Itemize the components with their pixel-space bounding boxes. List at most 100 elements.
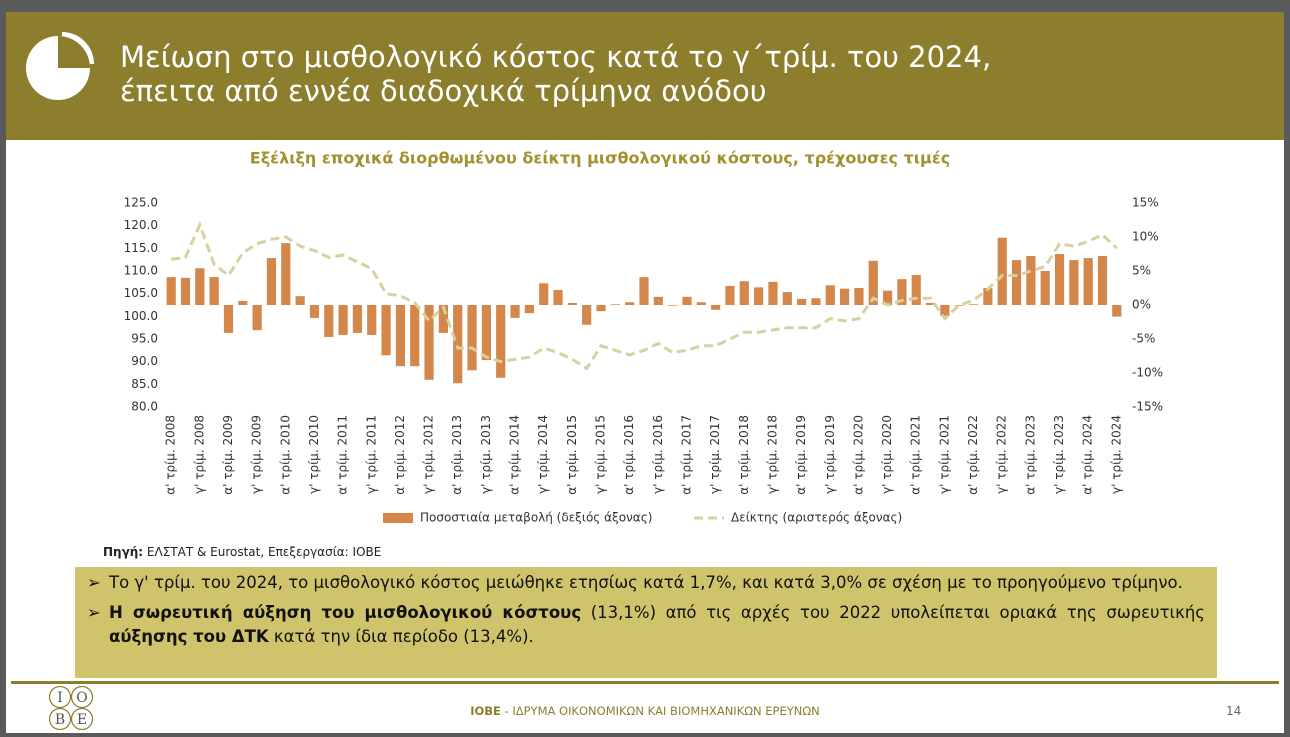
bar <box>725 285 735 305</box>
bar <box>596 305 606 312</box>
bar <box>782 292 792 305</box>
bar <box>338 305 348 335</box>
bar <box>266 258 277 305</box>
x-tick-label: α' τρίμ. 2020 <box>851 415 865 495</box>
footer-rule <box>11 681 1279 684</box>
bar <box>983 288 993 305</box>
bar <box>223 305 234 333</box>
logo-ring <box>70 686 94 709</box>
x-tick-label: γ' τρίμ. 2018 <box>765 415 779 494</box>
x-tick-label: α' τρίμ. 2017 <box>679 415 693 495</box>
bullet: ➢ Η σωρευτική αύξηση του μισθολογικού κόσ… <box>87 601 1205 649</box>
bar <box>968 304 979 305</box>
bar <box>811 298 821 305</box>
logo-ring <box>48 686 72 709</box>
bullet-text: Η σωρευτική αύξηση του μισθολογικού κόστ… <box>109 603 582 622</box>
line <box>171 220 1118 371</box>
x-tick-label: γ' τρίμ. 2009 <box>250 415 264 494</box>
bar <box>754 287 764 305</box>
x-tick-label: α' τρίμ. 2014 <box>508 415 522 495</box>
bar <box>610 304 620 305</box>
x-tick-label: γ' τρίμ. 2022 <box>995 415 1009 494</box>
bar <box>582 305 592 325</box>
x-tick-label: γ' τρίμ. 2011 <box>364 415 378 494</box>
chart: Εξέλιξη εποχικά διορθωμένου δείκτη μισθο… <box>124 149 1163 525</box>
logo-ring <box>70 707 94 730</box>
x-tick-label: α' τρίμ. 2016 <box>622 415 636 495</box>
pie-icon <box>26 32 94 100</box>
x-tick-label: α' τρίμ. 2018 <box>737 415 751 495</box>
bar <box>467 305 477 371</box>
y2-tick-label: -10% <box>1132 366 1163 380</box>
x-tick-label: α' τρίμ. 2021 <box>909 415 923 495</box>
x-tick-label: γ' τρίμ. 2016 <box>651 415 665 494</box>
logo-letter: B <box>55 712 65 728</box>
bar <box>768 281 778 305</box>
x-tick-label: γ' τρίμ. 2013 <box>479 415 493 494</box>
bullet-arrow: ➢ <box>87 603 101 622</box>
y-tick-label: 95.0 <box>131 332 158 346</box>
bar <box>739 281 749 305</box>
x-tick-label: α' τρίμ. 2010 <box>278 415 292 495</box>
x-tick-label: α' τρίμ. 2022 <box>966 415 980 495</box>
bar <box>797 298 807 305</box>
footer: ΙΟΒΕ - ΙΔΡΥΜΑ ΟΙΚΟΝΟΜΙΚΩΝ ΚΑΙ ΒΙΟΜΗΧΑΝΙΚ… <box>6 704 1284 718</box>
x-tick-label: γ' τρίμ. 2010 <box>307 415 321 494</box>
bullet: ➢ Το γ' τρίμ. του 2024, το μισθολογικό κό… <box>87 571 1205 595</box>
bar <box>410 305 420 367</box>
x-tick-label: γ' τρίμ. 2019 <box>823 415 837 494</box>
bullet-box: ➢ Το γ' τρίμ. του 2024, το μισθολογικό κό… <box>75 567 1217 678</box>
x-tick-label: γ' τρίμ. 2021 <box>937 415 951 494</box>
bar <box>1040 271 1050 305</box>
bar <box>997 237 1007 305</box>
bar <box>367 305 377 335</box>
bar <box>1069 260 1079 305</box>
y-tick-label: 125.0 <box>124 196 158 210</box>
bar <box>911 275 921 305</box>
x-tick-label: γ' τρίμ. 2020 <box>880 415 894 494</box>
bar <box>653 296 663 305</box>
bar <box>1011 260 1022 305</box>
bullet-text: (13,1%) από τις αρχές του 2022 υπολείπετ… <box>581 603 1205 622</box>
bar <box>481 305 491 361</box>
bar <box>567 302 577 305</box>
y2-tick-label: -5% <box>1132 332 1155 346</box>
y-tick-label: 90.0 <box>131 354 158 368</box>
bar <box>868 260 878 305</box>
bar <box>696 302 706 305</box>
x-tick-label: α' τρίμ. 2012 <box>393 415 407 495</box>
y-tick-label: 115.0 <box>124 241 158 255</box>
bar <box>625 302 635 305</box>
x-tick-label: γ' τρίμ. 2012 <box>422 415 436 494</box>
bar <box>496 305 506 378</box>
x-tick-label: γ' τρίμ. 2008 <box>192 415 206 494</box>
logo-letter: E <box>77 712 87 728</box>
bar <box>1083 258 1093 305</box>
bar <box>453 305 463 384</box>
bar <box>324 305 334 337</box>
bar <box>639 277 649 305</box>
source-label: Πηγή: <box>103 545 144 559</box>
bullet-text: αύξησης του ΔΤΚ <box>109 627 269 646</box>
bar <box>925 302 936 305</box>
y-tick-label: 120.0 <box>124 218 158 232</box>
y-tick-label: 110.0 <box>124 264 158 278</box>
bar <box>682 296 692 305</box>
slide: Μείωση στο μισθολογικό κόστος κατά το γ΄… <box>6 12 1284 733</box>
y2-tick-label: 10% <box>1132 230 1159 244</box>
x-tick-label: α' τρίμ. 2015 <box>565 415 579 495</box>
y2-tick-label: 15% <box>1132 196 1159 210</box>
org-abbr: ΙΟΒΕ <box>470 704 501 718</box>
bar <box>825 285 835 305</box>
x-tick-label: γ' τρίμ. 2023 <box>1052 415 1066 494</box>
bar <box>854 288 864 305</box>
bar <box>1054 254 1065 305</box>
bar <box>510 305 520 318</box>
logo-letter: O <box>76 690 87 706</box>
logo-ring <box>48 707 72 730</box>
bar <box>1112 305 1122 317</box>
bar <box>882 290 893 305</box>
x-tick-label: α' τρίμ. 2019 <box>794 415 808 495</box>
header: Μείωση στο μισθολογικό κόστος κατά το γ΄… <box>6 12 1284 140</box>
y-tick-label: 80.0 <box>131 400 158 414</box>
